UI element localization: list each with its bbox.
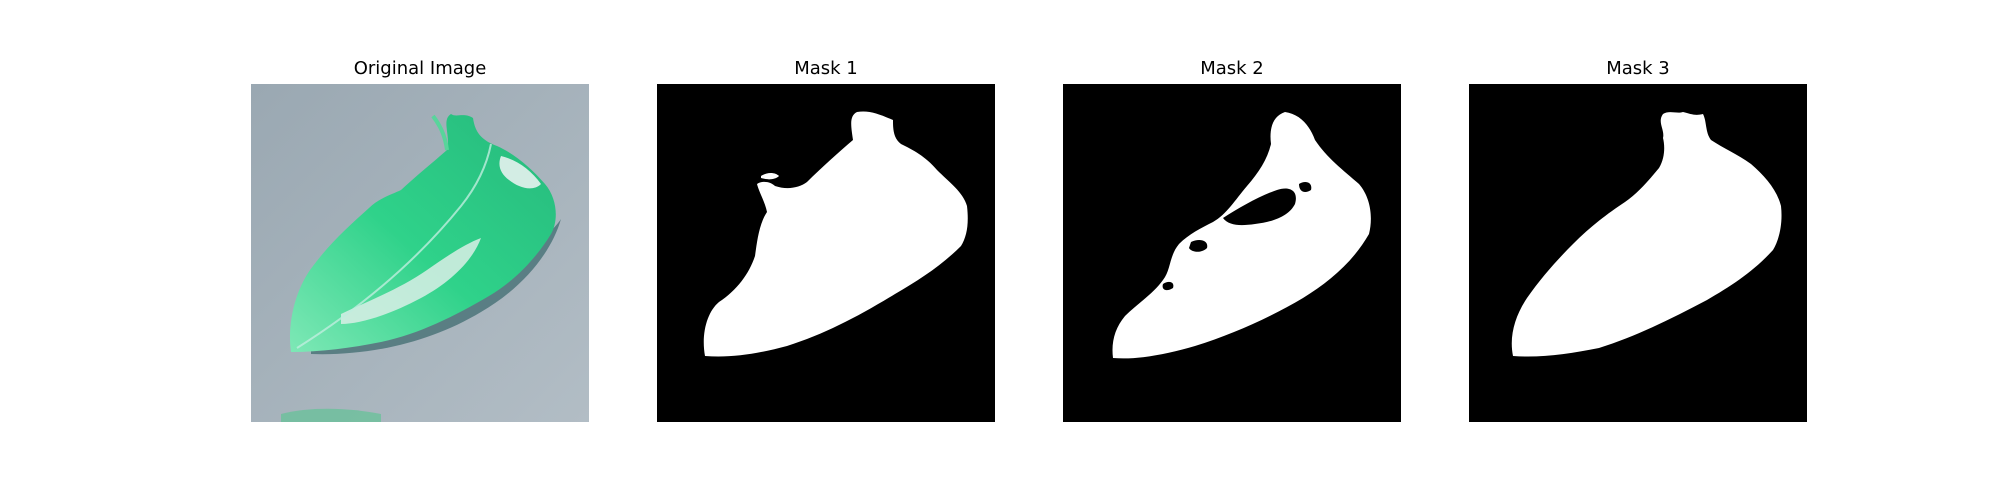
original-leaf-image (251, 84, 589, 422)
panel-title: Mask 1 (794, 58, 858, 79)
mask-3-image (1469, 84, 1807, 422)
panel-title: Mask 3 (1606, 58, 1670, 79)
panel-mask-3: Mask 3 (1469, 55, 1807, 422)
mask-2-image (1063, 84, 1401, 422)
panel-title: Original Image (353, 58, 487, 79)
panel-mask-2: Mask 2 (1063, 55, 1401, 422)
mask-1-image (657, 84, 995, 422)
panel-title: Mask 2 (1200, 58, 1264, 79)
panel-original-image: Original Image (251, 55, 589, 422)
panel-mask-1: Mask 1 (657, 55, 995, 422)
